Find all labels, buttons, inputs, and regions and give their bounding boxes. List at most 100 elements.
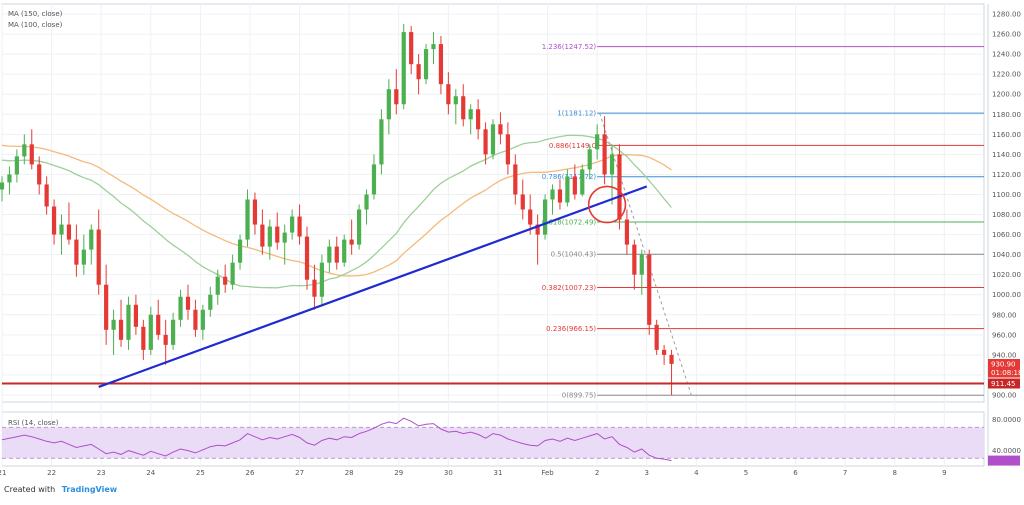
candle-body — [215, 276, 220, 295]
candle-body — [208, 294, 213, 310]
candle-body — [200, 309, 205, 330]
y-tick-label: 1140.00 — [992, 151, 1021, 159]
candle-body — [118, 319, 124, 340]
candle-body — [37, 164, 42, 185]
candle-body — [461, 96, 466, 120]
price-tag-label: 911.45 — [991, 380, 1016, 388]
rsi-tick-label: 40.0000 — [992, 447, 1021, 455]
candle-body — [223, 276, 228, 285]
x-tick-label: 31 — [493, 469, 502, 477]
candle-body — [290, 216, 295, 233]
fib-level-label: 1.236(1247.52) — [542, 43, 597, 51]
y-tick-label: 1280.00 — [992, 11, 1021, 19]
candle-body — [356, 209, 362, 245]
candle-body — [111, 319, 116, 330]
candle-body — [230, 262, 235, 285]
candle-body — [520, 194, 525, 210]
footer-credit: Created with TradingView — [4, 485, 117, 494]
y-tick-label: 1180.00 — [992, 111, 1021, 119]
x-tick-label: 9 — [942, 469, 946, 477]
candle-body — [349, 239, 354, 245]
candle-body — [632, 244, 637, 275]
candle-body — [587, 149, 592, 170]
y-tick-label: 1120.00 — [992, 171, 1021, 179]
fib-anchor-line — [599, 112, 692, 396]
candle-body — [431, 44, 436, 50]
x-tick-label: 22 — [47, 469, 56, 477]
breakdown-circle — [587, 185, 627, 224]
y-tick-label: 1100.00 — [992, 191, 1021, 199]
candle-body — [416, 64, 421, 80]
candle-body — [133, 304, 139, 327]
fib-level-label: 0.618(1072.49) — [542, 219, 597, 227]
candle-body — [580, 169, 585, 195]
y-tick-label: 1260.00 — [992, 31, 1021, 39]
price-tag — [988, 378, 1020, 389]
y-tick-label: 980.00 — [992, 311, 1017, 319]
y-tick-label: 1020.00 — [992, 271, 1021, 279]
candle-body — [59, 224, 64, 235]
candle-body — [379, 119, 384, 165]
candle-body — [148, 314, 153, 350]
y-tick-label: 900.00 — [992, 391, 1017, 399]
candle-body — [171, 319, 176, 345]
fib-level-label: 1(1181.12) — [557, 110, 596, 118]
candle-body — [468, 109, 473, 120]
x-tick-label: 27 — [295, 469, 304, 477]
candle-body — [371, 164, 377, 195]
candle-body — [22, 144, 27, 157]
price-tag — [988, 359, 1020, 370]
candle-body — [51, 206, 57, 235]
x-tick-label: 23 — [97, 469, 106, 477]
x-tick-label: 5 — [744, 469, 748, 477]
candle-body — [237, 239, 243, 263]
y-tick-label: 1220.00 — [992, 71, 1021, 79]
x-tick-label: 24 — [146, 469, 155, 477]
candle-body — [297, 216, 302, 237]
candle-body — [245, 199, 250, 240]
candle-body — [29, 144, 34, 165]
rsi-band — [2, 427, 984, 459]
x-tick-label: 28 — [345, 469, 354, 477]
x-tick-label: 2 — [595, 469, 599, 477]
x-tick-label: 29 — [394, 469, 403, 477]
x-tick-label: 25 — [196, 469, 205, 477]
candle-body — [89, 229, 94, 250]
candle-body — [572, 176, 577, 195]
candle-body — [267, 226, 272, 247]
candle-body — [423, 49, 429, 80]
y-tick-label: 1240.00 — [992, 51, 1021, 59]
candle-body — [394, 89, 399, 105]
x-tick-label: Feb — [541, 469, 554, 477]
x-tick-label: 21 — [0, 469, 6, 477]
candle-body — [438, 44, 444, 85]
candle-body — [327, 246, 332, 263]
candle-body — [14, 156, 19, 175]
rsi-value-tag — [988, 455, 1020, 466]
candle-body — [275, 226, 280, 243]
fib-level-label: 0.5(1040.43) — [551, 251, 597, 259]
y-tick-label: 1040.00 — [992, 251, 1021, 259]
y-tick-label: 960.00 — [992, 331, 1017, 339]
candle-body — [7, 174, 12, 183]
fib-level-label: 0.382(1007.23) — [542, 284, 597, 292]
candle-body — [178, 296, 183, 320]
candle-body — [654, 324, 659, 350]
y-tick-label: 1200.00 — [992, 91, 1021, 99]
candle-body — [126, 304, 131, 340]
tradingview-logo[interactable]: TradingView — [61, 485, 118, 494]
candle-body — [542, 199, 548, 235]
candle-body — [557, 189, 563, 203]
candle-body — [185, 296, 191, 310]
x-tick-label: 6 — [793, 469, 798, 477]
candle-body — [193, 309, 198, 330]
candle-body — [81, 249, 86, 265]
fib-level-label: 0.886(1149.0 — [549, 142, 596, 150]
candle-body — [44, 184, 49, 207]
candle-body — [409, 32, 414, 65]
candle-body — [334, 246, 339, 263]
candle-body — [386, 89, 391, 120]
candle-body — [260, 224, 265, 247]
